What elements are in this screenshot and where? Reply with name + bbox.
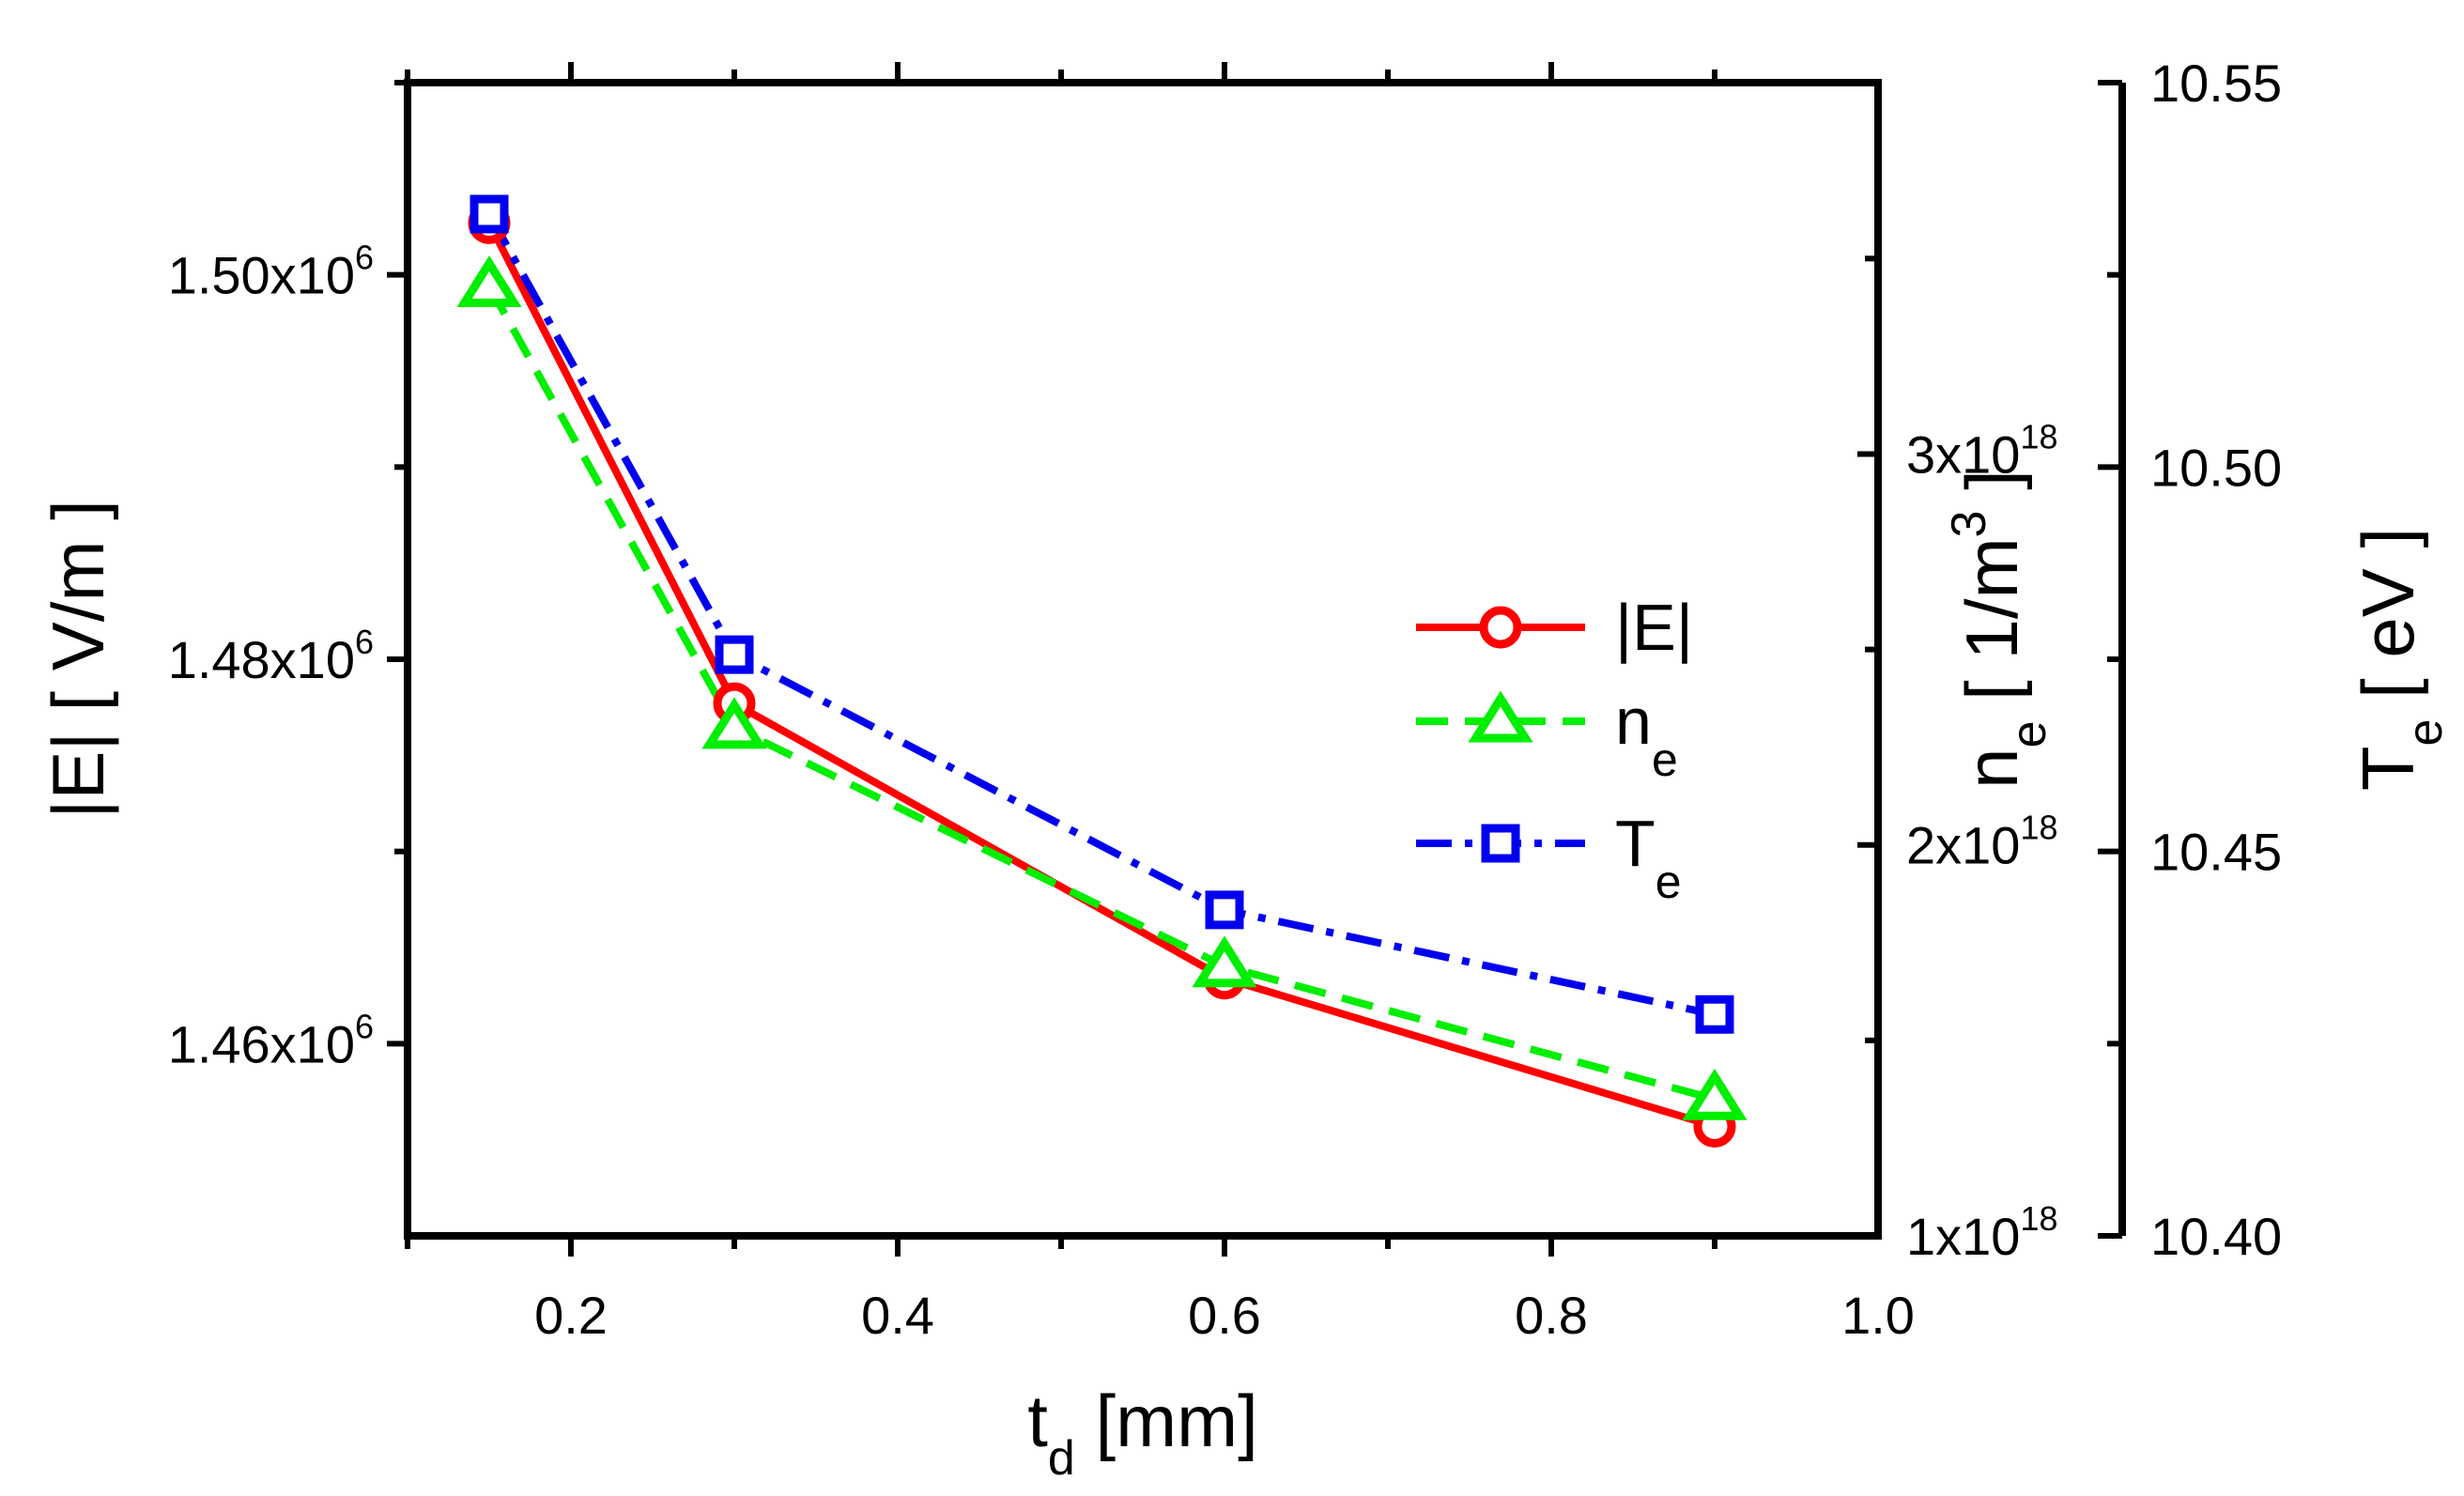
y-right-inner-tick-label: 3x1018	[1906, 417, 2057, 484]
legend-marker-Te	[1481, 824, 1520, 863]
y-right-outer-tick-label: 10.50	[2150, 438, 2282, 497]
ne-title-rest: [ 1/m	[1950, 537, 2033, 720]
series-point-ne	[456, 255, 522, 307]
x-axis-title-base: t	[1027, 1380, 1048, 1462]
te-title-sub: e	[2398, 719, 2453, 747]
x-axis-title: td [mm]	[1027, 1380, 1258, 1486]
y-right-inner-tick-exponent: 18	[2020, 417, 2057, 455]
x-tick-label: 0.2	[534, 1286, 608, 1345]
y-right-inner-tick-exponent: 18	[2020, 809, 2057, 847]
legend-label-Te: Te	[1615, 807, 1682, 908]
y-left-tick-exponent: 6	[355, 1007, 374, 1045]
legend-label-E: |E|	[1615, 591, 1693, 664]
legend-label-sub: e	[1656, 856, 1682, 908]
series-point-ne	[701, 697, 767, 749]
y-left-tick-label: 1.50x106	[168, 239, 374, 305]
y-left-tick-label: 1.46x106	[168, 1007, 374, 1073]
legend-marker-ne	[1468, 690, 1533, 743]
y-left-tick-mantissa: 1.50x10	[168, 246, 355, 305]
y-right-inner-tick-exponent: 18	[2020, 1199, 2057, 1238]
y-right-outer-axis-title: Te [ eV ]	[2347, 528, 2453, 791]
series-point-Te	[715, 635, 754, 674]
legend-label-sub: e	[1652, 733, 1678, 786]
labels-group: 0.2 0.4 0.6 0.8 1.0td [mm]1.46x1061.48x1061.…	[37, 54, 2453, 1486]
y-right-inner-tick-mantissa: 3x10	[1906, 424, 2020, 484]
ne-title-end: ]	[1950, 470, 2033, 510]
x-tick-label: 0.4	[861, 1286, 934, 1345]
te-title-rest: [ eV ]	[2347, 528, 2429, 719]
x-tick-label: 1.0	[1841, 1286, 1915, 1345]
series-point-ne	[1192, 935, 1257, 988]
y-right-inner-tick-label: 1x1018	[1906, 1199, 2057, 1266]
x-axis-title-sub: d	[1048, 1431, 1075, 1486]
series-point-ne	[1682, 1068, 1748, 1120]
y-right-inner-tick-mantissa: 2x10	[1906, 816, 2020, 875]
y-right-outer-tick-label: 10.55	[2150, 54, 2282, 113]
ticks-group	[387, 62, 2126, 1257]
y-left-axis-title: |E| [ V/m ]	[37, 500, 119, 819]
y-right-outer-tick-label: 10.45	[2150, 823, 2282, 882]
legend-marker-E	[1479, 606, 1522, 649]
y-left-tick-label: 1.48x106	[168, 623, 374, 689]
legend-label-base: n	[1615, 685, 1652, 758]
y-left-tick-exponent: 6	[355, 239, 374, 277]
ne-title-sub: e	[2002, 721, 2056, 748]
y-right-outer-tick-label: 10.40	[2150, 1207, 2282, 1266]
series-group	[456, 194, 1748, 1148]
ne-title-sup: 3	[1942, 511, 1996, 538]
x-tick-label: 0.8	[1515, 1286, 1588, 1345]
legend-label-base: |E|	[1615, 591, 1693, 664]
te-title-base: T	[2347, 747, 2429, 792]
y-right-inner-tick-mantissa: 1x10	[1906, 1207, 2020, 1266]
ne-title-base: n	[1950, 748, 2033, 788]
series-line-Te	[485, 212, 1716, 1019]
y-left-tick-exponent: 6	[355, 623, 374, 661]
series-point-Te	[470, 194, 509, 234]
series-point-Te	[1205, 890, 1244, 930]
y-right-inner-axis-title: ne [ 1/m3 ]	[1942, 470, 2056, 789]
series-point-Te	[1695, 995, 1734, 1034]
legend-label-base: T	[1615, 807, 1656, 880]
x-tick-label: 0.6	[1188, 1286, 1261, 1345]
series-line-E	[485, 221, 1717, 1131]
y-right-inner-tick-label: 2x1018	[1906, 809, 2057, 875]
series-line-ne	[485, 284, 1717, 1103]
y-left-tick-mantissa: 1.48x10	[168, 630, 355, 689]
x-axis-title-rest: [mm]	[1075, 1380, 1258, 1462]
legend-label-ne: ne	[1615, 685, 1678, 786]
y-left-tick-mantissa: 1.46x10	[168, 1014, 355, 1073]
